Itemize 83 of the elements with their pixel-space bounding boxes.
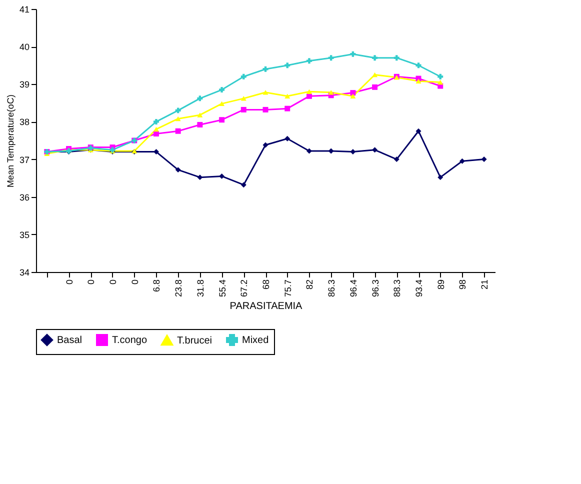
- x-tick-label: 86.3: [326, 280, 337, 298]
- x-tick-label: 23.8: [174, 280, 184, 298]
- point: [394, 156, 400, 162]
- point: [175, 108, 181, 114]
- point: [394, 55, 400, 61]
- point: [328, 55, 334, 61]
- point: [306, 58, 312, 64]
- x-tick-label: 93.4: [414, 280, 424, 298]
- point: [262, 142, 268, 148]
- point: [197, 112, 203, 118]
- point: [350, 51, 356, 57]
- y-tick-label: 41: [19, 4, 30, 14]
- point: [175, 116, 181, 122]
- point: [459, 158, 465, 164]
- point: [219, 117, 225, 123]
- point: [197, 122, 203, 128]
- legend-label: Mixed: [242, 335, 269, 346]
- point: [306, 148, 312, 154]
- point: [240, 74, 246, 80]
- x-tick-label: 68: [261, 280, 271, 290]
- point: [262, 90, 268, 95]
- point: [438, 174, 444, 180]
- y-tick-label: 36: [19, 192, 30, 202]
- x-tick-label: 0: [108, 280, 118, 285]
- x-tick-label: 0: [64, 280, 74, 285]
- point: [372, 147, 378, 153]
- point: [328, 148, 334, 154]
- y-axis-title: Mean Temperature(oC): [5, 94, 16, 188]
- point: [219, 101, 225, 106]
- point: [284, 106, 290, 112]
- point: [240, 96, 246, 101]
- y-tick-label: 35: [19, 230, 30, 240]
- x-tick-label: 0: [86, 280, 96, 285]
- y-tick-label: 34: [19, 268, 30, 278]
- point: [416, 128, 422, 134]
- x-tick-label: 55.4: [217, 280, 228, 298]
- y-tick-label: 40: [19, 42, 30, 52]
- x-tick-label: 67.2: [239, 280, 250, 298]
- x-axis-title: PARASITAEMIA: [230, 301, 303, 312]
- legend-label: T.brucei: [177, 335, 212, 346]
- point: [175, 167, 181, 173]
- point: [153, 126, 159, 132]
- x-tick-label: 0: [130, 280, 140, 285]
- legend-label: Basal: [57, 335, 82, 346]
- point: [284, 62, 290, 68]
- point: [481, 156, 487, 162]
- point: [350, 90, 356, 96]
- point: [438, 80, 444, 85]
- point: [350, 149, 356, 155]
- point: [350, 94, 356, 99]
- x-tick-label: 6.8: [152, 280, 162, 292]
- point: [284, 136, 290, 142]
- legend-label: T.congo: [112, 335, 148, 346]
- point: [284, 94, 290, 99]
- point: [219, 173, 225, 179]
- point: [262, 106, 268, 112]
- y-tick-label: 37: [19, 154, 30, 165]
- point: [328, 90, 334, 95]
- point: [372, 72, 378, 78]
- x-tick-label: 89: [436, 280, 446, 290]
- point: [306, 93, 312, 99]
- point: [153, 131, 159, 136]
- point: [240, 182, 246, 188]
- point: [372, 84, 378, 90]
- x-tick-label: 75.7: [282, 280, 293, 298]
- point: [197, 96, 203, 102]
- point: [306, 89, 312, 94]
- x-tick-label: 98: [458, 280, 468, 290]
- point: [438, 74, 444, 80]
- x-tick-label: 31.8: [195, 280, 206, 298]
- y-tick-label: 38: [19, 117, 30, 128]
- x-tick-label: 21: [480, 280, 490, 290]
- x-tick-label: 96.3: [370, 280, 380, 298]
- point: [175, 128, 181, 134]
- point: [416, 78, 422, 84]
- y-tick-label: 39: [19, 80, 30, 90]
- point: [240, 106, 246, 112]
- x-tick-label: 88.3: [392, 280, 402, 298]
- point: [219, 87, 225, 93]
- x-tick-label: 82: [304, 280, 315, 290]
- x-tick-label: 96.4: [348, 280, 358, 298]
- point: [153, 118, 159, 124]
- point: [372, 55, 378, 61]
